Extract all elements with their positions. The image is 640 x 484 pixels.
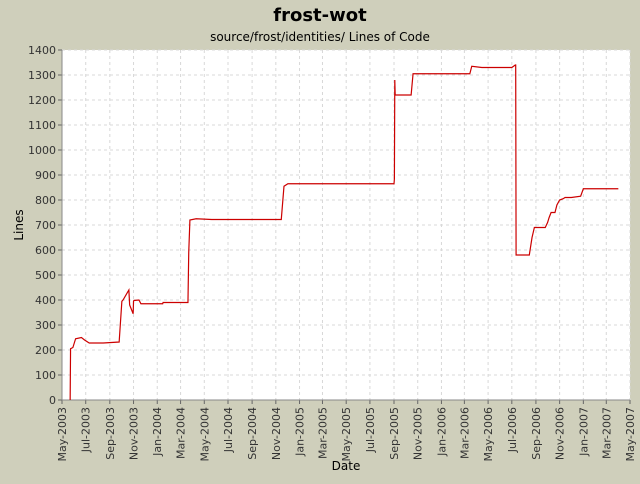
- x-tick-label: Nov-2004: [270, 407, 283, 460]
- x-tick-label: Jul-2003: [80, 407, 93, 453]
- y-tick-label: 200: [35, 344, 56, 357]
- y-tick-label: 900: [35, 169, 56, 182]
- y-tick-label: 500: [35, 269, 56, 282]
- y-tick-label: 1100: [28, 119, 56, 132]
- chart-subtitle: source/frost/identities/ Lines of Code: [210, 30, 430, 44]
- x-tick-label: Jul-2006: [506, 407, 519, 453]
- series-line: [69, 64, 619, 401]
- x-tick-label: Sep-2004: [246, 407, 259, 460]
- x-tick-label: Nov-2006: [554, 407, 567, 460]
- x-tick-label: May-2005: [340, 407, 353, 462]
- y-tick-label: 0: [49, 394, 56, 407]
- y-tick-label: 800: [35, 194, 56, 207]
- x-tick-label: Jul-2005: [364, 407, 377, 453]
- tick-labels: 0 100 200 300 400 500 600 700 800 900 1000 1100 1200…: [28, 44, 637, 462]
- x-tick-label: Mar-2006: [458, 407, 471, 459]
- series-group: [69, 64, 619, 401]
- axes: [58, 49, 631, 404]
- x-tick-label: May-2006: [482, 407, 495, 462]
- y-tick-label: 1400: [28, 44, 56, 57]
- y-tick-label: 300: [35, 319, 56, 332]
- x-tick-label: May-2004: [198, 407, 211, 462]
- x-tick-label: Mar-2004: [175, 407, 188, 459]
- x-tick-label: Jan-2005: [294, 407, 307, 457]
- x-tick-label: Nov-2005: [412, 407, 425, 460]
- x-tick-label: Sep-2003: [104, 407, 117, 460]
- x-tick-label: Sep-2006: [530, 407, 543, 460]
- x-tick-label: Sep-2005: [388, 407, 401, 460]
- y-axis-label: Lines: [12, 209, 26, 240]
- x-tick-label: May-2003: [56, 407, 69, 462]
- x-tick-label: Nov-2003: [128, 407, 141, 460]
- x-tick-label: Mar-2007: [600, 407, 613, 459]
- x-tick-label: Jan-2007: [577, 407, 590, 457]
- y-tick-label: 1000: [28, 144, 56, 157]
- y-tick-label: 600: [35, 244, 56, 257]
- chart-title: frost-wot: [273, 5, 367, 26]
- y-tick-label: 100: [35, 369, 56, 382]
- grid: [61, 49, 631, 401]
- y-tick-label: 700: [35, 219, 56, 232]
- y-tick-label: 1200: [28, 94, 56, 107]
- x-tick-label: Jan-2004: [151, 407, 164, 457]
- x-tick-label: Mar-2005: [316, 407, 329, 459]
- y-tick-label: 1300: [28, 69, 56, 82]
- x-tick-label: Jan-2006: [435, 407, 448, 457]
- x-tick-label: Jul-2004: [222, 407, 235, 453]
- x-axis-label: Date: [332, 459, 361, 473]
- y-tick-label: 400: [35, 294, 56, 307]
- x-tick-label: May-2007: [624, 407, 637, 462]
